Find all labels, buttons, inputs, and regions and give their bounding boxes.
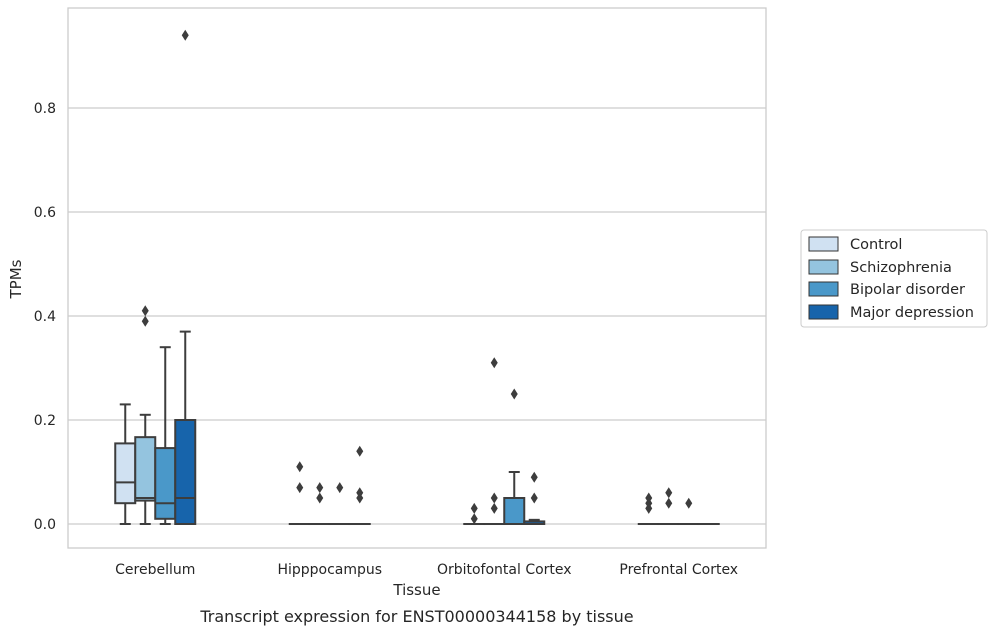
box-control-hipppocampus xyxy=(288,461,311,526)
outlier-point xyxy=(645,492,653,504)
box-schizophrenia-orbitofontal-cortex xyxy=(483,357,506,526)
box-major-depression-cerebellum xyxy=(174,29,197,525)
legend-label-control: Control xyxy=(850,237,902,253)
x-tick-label: Cerebellum xyxy=(115,562,195,578)
box-body xyxy=(174,419,197,525)
outlier-point xyxy=(490,357,498,369)
legend-frame xyxy=(800,229,988,328)
legend-label-schizophrenia: Schizophrenia xyxy=(850,260,952,276)
x-tick-label: Hipppocampus xyxy=(277,562,382,578)
outlier-point xyxy=(470,513,478,525)
legend-swatch-schizophrenia xyxy=(808,259,839,275)
y-axis: 0.0 0.2 0.4 0.6 0.8 xyxy=(34,101,56,533)
box-body xyxy=(503,497,526,525)
outlier-point xyxy=(141,315,149,327)
box-bipolar-disorder-prefrontal-cortex xyxy=(677,497,700,526)
box-control-cerebellum xyxy=(114,403,137,525)
outlier-point xyxy=(490,502,498,514)
box-schizophrenia-prefrontal-cortex xyxy=(657,487,680,526)
x-tick-label: Prefrontal Cortex xyxy=(619,562,738,578)
outlier-point xyxy=(141,305,149,317)
y-tick-label: 0.8 xyxy=(34,101,56,117)
legend-label-bipolar-disorder: Bipolar disorder xyxy=(850,282,965,298)
box-control-orbitofontal-cortex xyxy=(463,502,486,526)
x-axis: Cerebellum Hipppocampus Orbitofontal Corte… xyxy=(115,562,738,578)
outlier-point xyxy=(296,482,304,494)
box-body xyxy=(114,442,137,505)
box-bipolar-disorder-hipppocampus xyxy=(328,482,351,526)
x-tick-label: Orbitofontal Cortex xyxy=(437,562,572,578)
box-bipolar-disorder-cerebellum xyxy=(154,346,177,525)
outlier-point xyxy=(530,492,538,504)
box-schizophrenia-cerebellum xyxy=(134,305,157,525)
y-tick-label: 0.6 xyxy=(34,205,56,221)
outlier-point xyxy=(470,502,478,514)
outlier-point xyxy=(316,482,324,494)
legend-swatch-major-depression xyxy=(808,304,839,320)
y-tick-label: 0.0 xyxy=(34,517,56,533)
outlier-point xyxy=(665,497,673,509)
box-control-prefrontal-cortex xyxy=(637,492,660,526)
outlier-point xyxy=(356,445,364,457)
box-body xyxy=(134,436,157,502)
box-series xyxy=(114,29,720,526)
outlier-point xyxy=(665,487,673,499)
outlier-point xyxy=(181,29,189,41)
y-axis-label: TPMs xyxy=(7,259,25,299)
outlier-point xyxy=(510,388,518,400)
outlier-point xyxy=(336,482,344,494)
legend-swatch-bipolar-disorder xyxy=(808,281,839,297)
y-tick-label: 0.2 xyxy=(34,413,56,429)
x-axis-label: Tissue xyxy=(392,581,440,599)
outlier-point xyxy=(685,497,693,509)
box-major-depression-orbitofontal-cortex xyxy=(523,471,546,526)
box-major-depression-hipppocampus xyxy=(348,445,371,526)
outlier-point xyxy=(316,492,324,504)
y-tick-label: 0.4 xyxy=(34,309,56,325)
outlier-point xyxy=(530,471,538,483)
legend-label-major-depression: Major depression xyxy=(850,305,974,321)
outlier-point xyxy=(490,492,498,504)
outlier-point xyxy=(296,461,304,473)
box-schizophrenia-hipppocampus xyxy=(308,482,331,526)
legend-swatch-control xyxy=(808,236,839,252)
chart-caption: Transcript expression for ENST0000034415… xyxy=(199,607,633,626)
box-bipolar-disorder-orbitofontal-cortex xyxy=(503,388,526,525)
box-body xyxy=(154,447,177,520)
legend: Control Schizophrenia Bipolar disorder M… xyxy=(800,229,988,328)
outlier-point xyxy=(356,487,364,499)
plot-area-frame xyxy=(67,7,767,549)
